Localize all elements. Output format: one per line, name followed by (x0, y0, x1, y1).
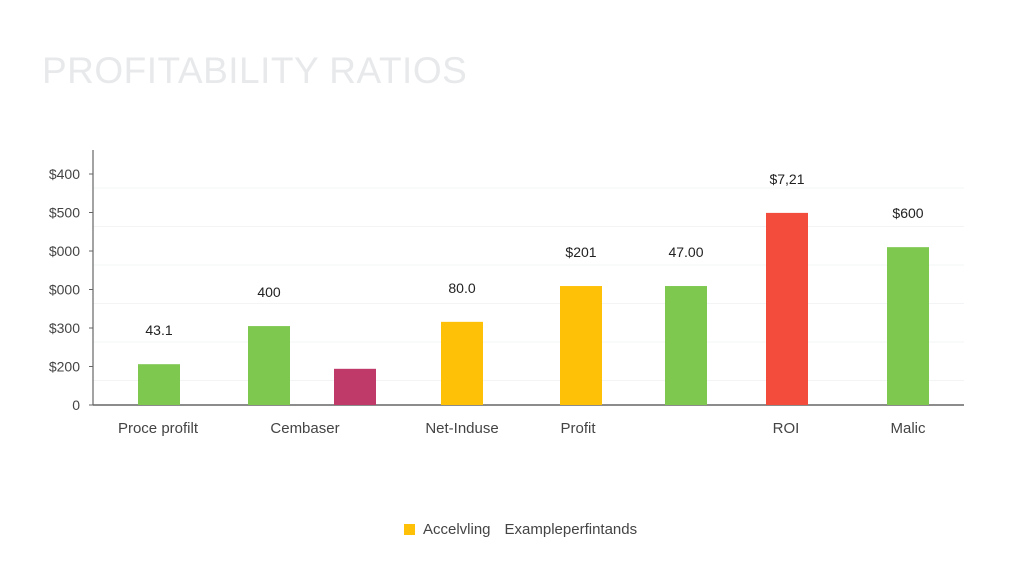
legend-swatch (404, 524, 415, 535)
data-label: 43.1 (145, 322, 172, 338)
y-tick-label: $000 (49, 243, 80, 259)
data-label: $201 (565, 244, 596, 260)
y-tick-label: $300 (49, 320, 80, 336)
x-category-label: Profit (560, 420, 596, 437)
legend: Accelvling Exampleperfintands (404, 521, 637, 538)
x-category-label: Proce profilt (118, 420, 199, 437)
data-label: 47.00 (668, 244, 703, 260)
bar (441, 321, 483, 405)
data-label: 400 (257, 284, 281, 300)
y-tick-label: $000 (49, 282, 80, 298)
y-tick-label: $200 (49, 359, 80, 375)
data-label: $600 (892, 205, 923, 221)
chart-title: PROFITABILITY RATIOS (42, 50, 468, 91)
legend-label: Exampleperfintands (504, 521, 638, 538)
data-label: $7,21 (769, 171, 804, 187)
x-category-label: Cembaser (270, 420, 339, 437)
y-tick-label: 0 (72, 397, 80, 413)
data-label: 80.0 (448, 280, 475, 296)
legend-label: Accelvling (423, 521, 491, 538)
bar (766, 212, 808, 405)
bar (560, 286, 602, 405)
x-category-label: ROI (773, 420, 800, 437)
x-category-label: Malic (890, 420, 926, 437)
bar (248, 326, 290, 405)
x-category-label: Net-Induse (425, 420, 498, 437)
bar (138, 364, 180, 405)
bar (665, 286, 707, 405)
bar (887, 247, 929, 405)
y-tick-label: $500 (49, 205, 80, 221)
y-tick-label: $400 (49, 166, 80, 182)
bar (334, 368, 376, 405)
